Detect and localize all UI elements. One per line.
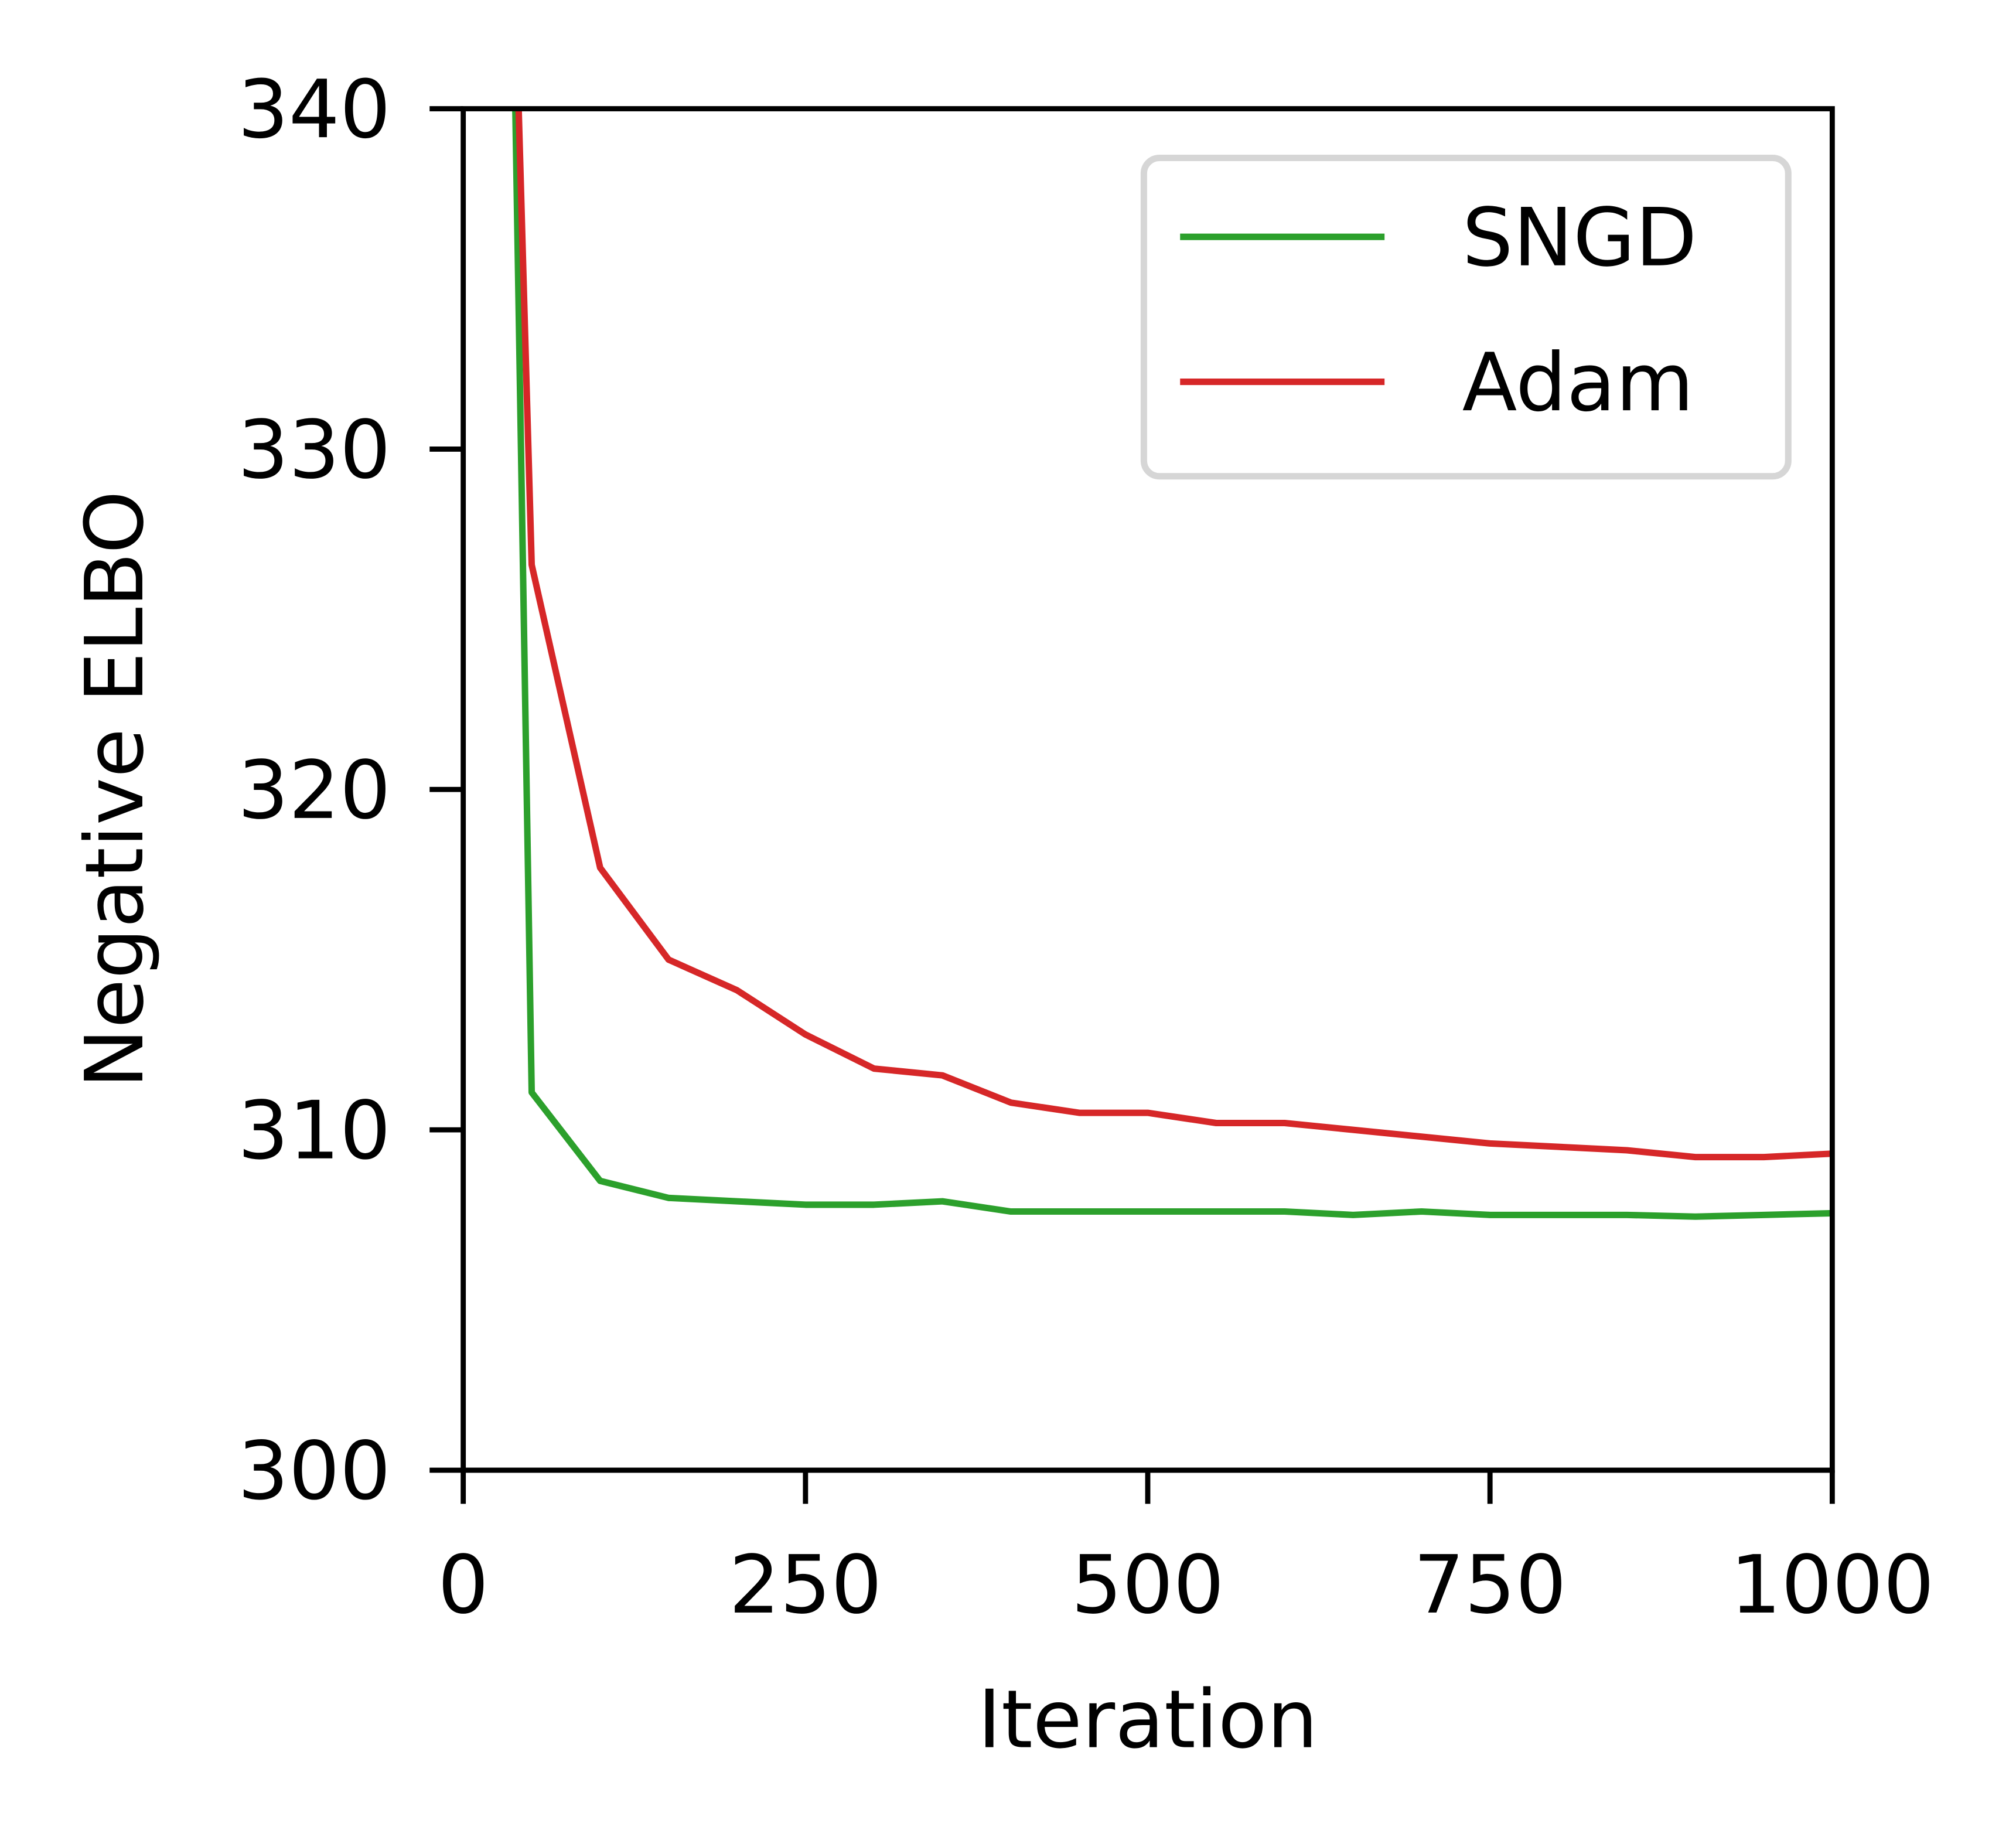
- y-tick-label: 310: [238, 1085, 391, 1178]
- line-series: [512, 108, 1833, 1220]
- legend-label: SNGD: [1462, 192, 1697, 285]
- x-tick-label: 1000: [1730, 1539, 1934, 1632]
- line-series: [515, 108, 1833, 1161]
- y-tick-label: 330: [238, 404, 391, 497]
- y-tick-label: 340: [238, 63, 391, 156]
- legend-label: Adam: [1462, 336, 1694, 430]
- plot-frame: [460, 106, 1835, 1473]
- x-axis-label: Iteration: [978, 1674, 1318, 1767]
- plot-area: [512, 108, 1833, 1220]
- x-tick-label: 250: [729, 1539, 882, 1632]
- x-tick-label: 0: [438, 1539, 489, 1632]
- y-axis-label: Negative ELBO: [69, 490, 162, 1088]
- y-tick-label: 300: [238, 1425, 391, 1518]
- x-tick-label: 500: [1071, 1539, 1224, 1632]
- x-tick-label: 750: [1414, 1539, 1567, 1632]
- y-tick-label: 320: [238, 744, 391, 837]
